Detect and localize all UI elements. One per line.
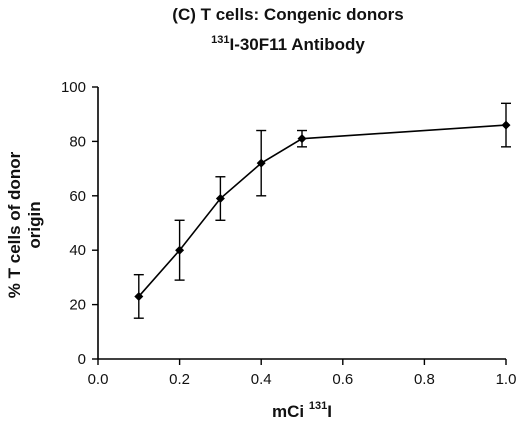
y-tick-label: 0 — [78, 351, 86, 368]
chart-title-line-2-superscript: 131 — [211, 34, 229, 46]
y-tick-label: 40 — [69, 242, 86, 259]
data-point-marker — [215, 194, 225, 204]
x-tick-label: 0.2 — [169, 371, 190, 388]
chart-title-line-2-text: I-30F11 Antibody — [229, 35, 365, 54]
series-line — [138, 124, 507, 297]
y-tick-label: 80 — [69, 133, 86, 150]
y-tick-label: 100 — [61, 79, 86, 96]
y-axis-label-line-2: origin — [25, 201, 44, 248]
x-axis-label-superscript: 131 — [309, 400, 327, 412]
data-point-marker — [175, 245, 185, 255]
x-tick-label: 0.0 — [88, 371, 109, 388]
data-point-marker — [297, 134, 307, 144]
data-point-marker — [256, 158, 266, 168]
y-tick-label: 60 — [69, 188, 86, 205]
y-axis-label-line-1: % T cells of donor — [5, 151, 24, 298]
chart-title-line-2: 131I-30F11 Antibody — [211, 34, 365, 54]
x-axis-label-suffix: I — [327, 402, 332, 421]
chart-title-line-1: (C) T cells: Congenic donors — [172, 5, 403, 24]
x-axis-label-text: mCi — [272, 402, 309, 421]
x-axis-label: mCi 131I — [272, 400, 332, 421]
ticks: 0.0 0.2 0.4 0.6 0.8 1.0 0 20 40 60 80 100 — [61, 79, 516, 388]
data-point-marker — [134, 291, 144, 301]
y-axis-label: % T cells of donor origin — [5, 151, 44, 298]
x-tick-label: 0.6 — [332, 371, 353, 388]
data-point-marker — [501, 120, 511, 130]
x-tick-label: 0.4 — [251, 371, 272, 388]
y-tick-label: 20 — [69, 297, 86, 314]
x-tick-label: 1.0 — [496, 371, 517, 388]
axes — [97, 87, 506, 360]
chart-title: (C) T cells: Congenic donors 131I-30F11 … — [172, 5, 403, 54]
series-layer — [133, 102, 511, 319]
x-tick-label: 0.8 — [414, 371, 435, 388]
